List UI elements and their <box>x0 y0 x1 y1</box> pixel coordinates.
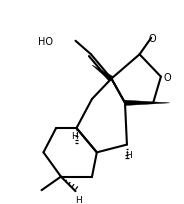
Text: H: H <box>125 150 132 159</box>
Text: H: H <box>71 132 78 141</box>
Text: H: H <box>75 195 82 204</box>
Text: O: O <box>148 34 156 44</box>
Polygon shape <box>125 101 170 106</box>
Text: O: O <box>164 72 171 82</box>
Polygon shape <box>92 66 113 81</box>
Text: HO: HO <box>38 37 53 47</box>
